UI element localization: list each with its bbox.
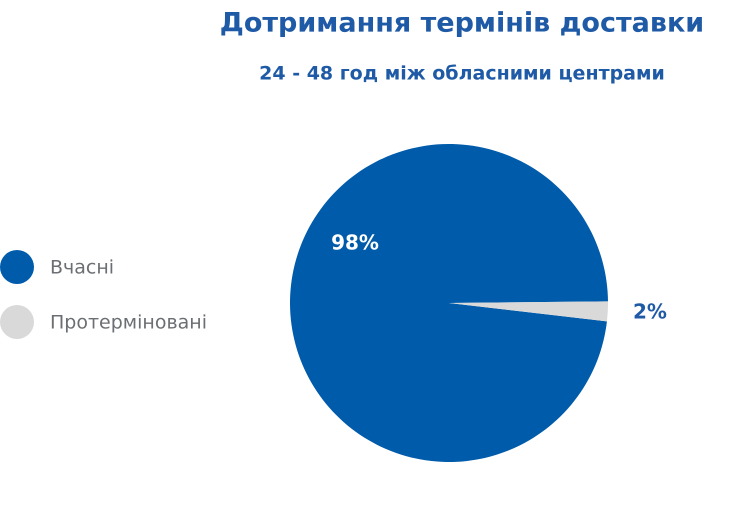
legend-label: Вчасні <box>50 257 114 279</box>
legend-label: Протерміновані <box>50 312 207 334</box>
chart-subtitle: 24 - 48 год між обласними центрами <box>259 63 665 85</box>
data-label: 98% <box>331 231 379 255</box>
pie-slice <box>449 301 609 322</box>
data-label: 2% <box>633 300 667 324</box>
pie-slice <box>289 143 608 462</box>
chart-title: Дотримання термінів доставки <box>220 8 704 39</box>
legend-marker <box>0 250 34 284</box>
legend-marker <box>0 305 34 339</box>
